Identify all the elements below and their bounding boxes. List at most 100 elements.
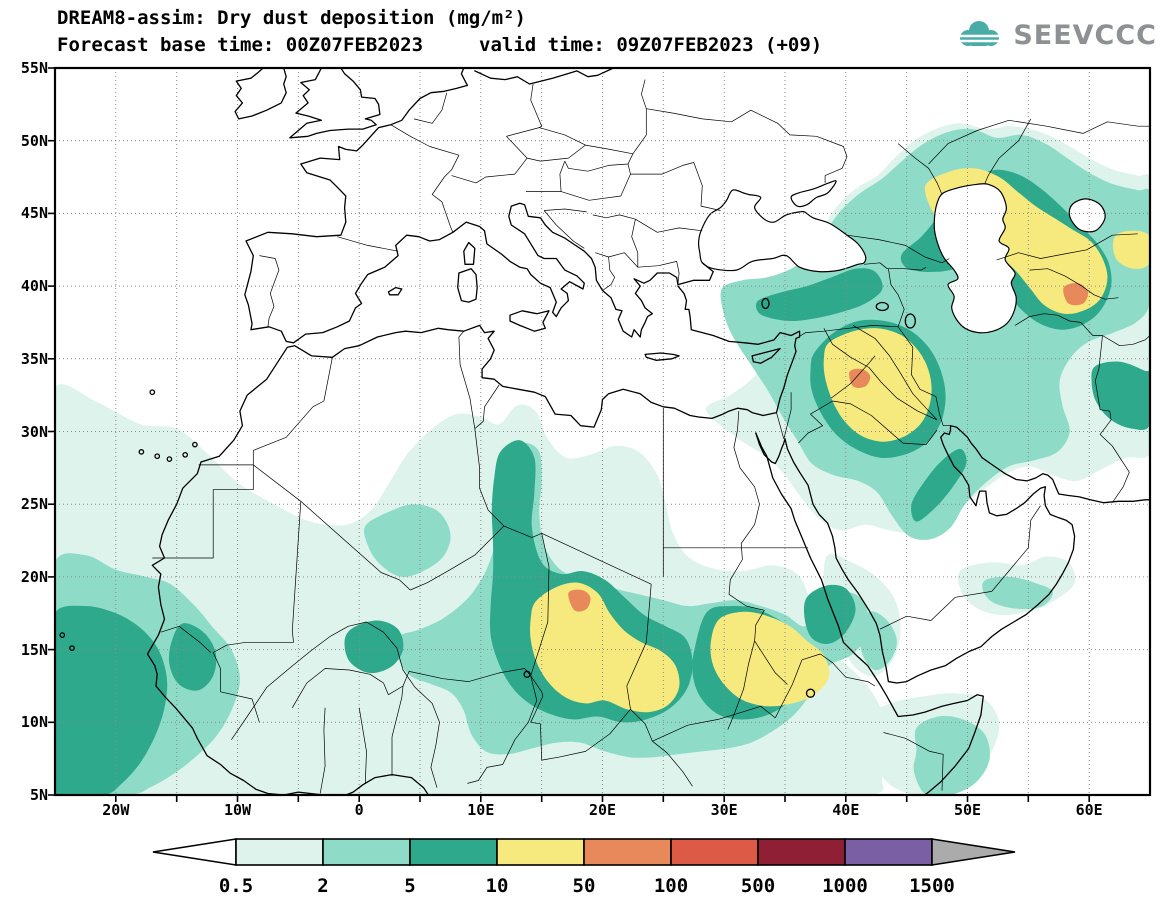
country-border <box>291 668 389 708</box>
country-border <box>410 525 505 591</box>
country-border <box>774 659 803 719</box>
country-border <box>883 732 944 791</box>
country-border <box>319 707 326 794</box>
dust-contour <box>1113 230 1150 269</box>
dust-contour <box>568 589 591 612</box>
country-border <box>832 400 938 445</box>
dust-contour <box>913 715 990 795</box>
sea-outline <box>697 189 867 273</box>
legend-arrow-low <box>152 838 237 866</box>
island-outline <box>463 241 476 265</box>
country-border <box>451 157 528 184</box>
dust-contour <box>982 576 1053 610</box>
country-border <box>530 675 544 761</box>
country-border <box>928 119 1150 165</box>
country-border <box>879 591 992 630</box>
country-border <box>1014 313 1103 336</box>
lon-label: 40E <box>832 801 860 819</box>
island-outline <box>387 286 403 296</box>
lat-label: 40N <box>20 277 48 296</box>
island-dot <box>149 389 156 396</box>
legend-value: 1000 <box>822 875 868 897</box>
dust-contour <box>530 582 680 713</box>
dust-contour <box>1063 283 1089 306</box>
dust-contour <box>55 605 168 795</box>
legend-value: 1500 <box>909 875 955 897</box>
country-border <box>530 533 550 676</box>
island-dot <box>138 449 145 455</box>
country-border <box>259 255 280 327</box>
country-border <box>1102 335 1150 347</box>
country-border <box>996 233 1138 261</box>
dust-contour <box>755 268 883 321</box>
country-border <box>602 256 616 291</box>
river <box>727 640 755 730</box>
island-outline <box>644 352 680 361</box>
country-border <box>252 357 333 465</box>
lat-label: 10N <box>20 713 48 732</box>
dust-contour <box>710 611 830 707</box>
country-border <box>474 384 500 429</box>
island-dot <box>59 632 66 638</box>
legend-value: 50 <box>573 875 596 897</box>
lon-label: 0 <box>354 801 364 819</box>
lat-label: 25N <box>20 495 48 514</box>
forecast-times: Forecast base time: 00Z07FEB2023 valid ti… <box>57 34 822 56</box>
lake-outline <box>904 313 916 329</box>
dust-contour <box>344 620 404 674</box>
country-border <box>391 685 404 777</box>
country-border <box>897 143 943 195</box>
legend-swatch <box>844 838 933 866</box>
country-border <box>388 668 531 696</box>
island-dot <box>192 441 198 448</box>
legend-swatch <box>322 838 411 866</box>
country-border <box>897 326 951 427</box>
coastline <box>234 68 287 120</box>
lon-label: 10E <box>467 801 495 819</box>
lat-label: 30N <box>20 422 48 441</box>
river <box>852 325 938 421</box>
river <box>231 621 440 788</box>
logo-text: SEEVCCC <box>1013 19 1157 51</box>
river <box>754 640 788 685</box>
valid-time-label: valid time: 09Z07FEB2023 (+09) <box>479 34 823 56</box>
country-border <box>564 153 634 172</box>
dust-contour <box>911 448 967 522</box>
legend-swatch <box>496 838 585 866</box>
lat-label: 50N <box>20 131 48 150</box>
country-border <box>458 330 476 429</box>
sea-outline <box>1068 198 1106 233</box>
country-border <box>635 218 703 233</box>
legend-value: 10 <box>486 875 509 897</box>
dust-contour <box>1091 361 1150 430</box>
country-border <box>630 162 721 211</box>
lon-label: 60E <box>1075 801 1103 819</box>
island-outline <box>509 310 550 332</box>
country-border <box>544 208 587 213</box>
country-border <box>1029 268 1119 300</box>
river <box>728 411 765 641</box>
country-border <box>595 252 680 285</box>
legend-value: 100 <box>654 875 688 897</box>
coastline <box>755 425 1150 684</box>
country-border <box>213 501 302 653</box>
country-border <box>358 707 367 784</box>
dust-contour <box>364 504 451 577</box>
dust-contour <box>849 368 871 388</box>
legend-swatch <box>409 838 498 866</box>
sea-outline <box>933 183 1017 334</box>
base-time-label: Forecast base time: 00Z07FEB2023 <box>57 34 424 56</box>
lat-label: 55N <box>20 59 48 77</box>
legend-swatch <box>583 838 672 866</box>
island-outline <box>751 347 781 364</box>
lat-label: 5N <box>29 786 48 804</box>
forecast-map <box>48 66 1152 802</box>
country-border <box>626 584 652 710</box>
country-border <box>888 268 905 327</box>
river <box>823 328 938 421</box>
legend-value: 500 <box>741 875 775 897</box>
country-border <box>390 124 460 233</box>
country-border <box>585 79 647 155</box>
island-dot <box>154 453 161 460</box>
